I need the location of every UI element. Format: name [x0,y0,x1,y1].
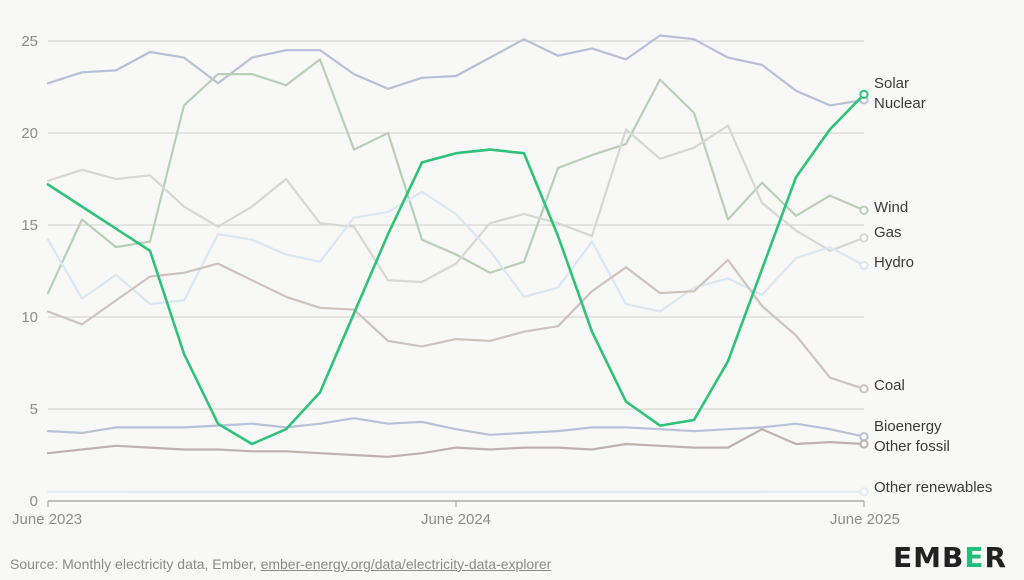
solar-label: Solar [874,75,909,92]
gas-line [46,124,866,284]
wind-line [46,58,866,295]
other-renewables-label: Other renewables [874,479,992,496]
wind-end-marker [859,205,869,215]
y-tick-label: 5 [30,401,38,418]
y-tick-label: 10 [21,309,38,326]
source-text: Source: Monthly electricity data, Ember, [10,556,261,572]
bioenergy-line [46,417,866,438]
y-axis-ticks: 0 5 10 15 20 25 [21,33,38,510]
x-tick-label: June 2024 [421,511,491,528]
solar-end-marker [859,89,869,99]
y-tick-label: 15 [21,217,38,234]
hydro-label: Hydro [874,254,914,271]
y-tick-label: 25 [21,33,38,50]
x-tick-label: June 2023 [12,511,82,528]
series-lines [46,34,869,497]
gridlines [48,40,864,502]
gas-end-marker [859,233,869,243]
ember-logo: EMBER [893,541,1008,574]
x-axis-ticks: June 2023 June 2024 June 2025 [12,501,900,528]
other-fossil-end-marker [859,439,869,449]
other-renewables-end-marker [859,487,869,497]
coal-end-marker [859,384,869,394]
solar-line [46,93,866,446]
nuclear-label: Nuclear [874,95,926,112]
source-link[interactable]: ember-energy.org/data/electricity-data-e… [260,556,552,572]
hydro-end-marker [859,260,869,271]
hydro-line [46,190,866,313]
bioenergy-label: Bioenergy [874,418,942,435]
y-tick-label: 20 [21,125,38,142]
line-chart: 0 5 10 15 20 25 June 2023 June 2024 June 2025 N… [12,33,992,528]
bioenergy-end-marker [859,432,869,442]
coal-label: Coal [874,377,905,394]
other-fossil-label: Other fossil [874,438,950,455]
gas-label: Gas [874,224,902,241]
other-fossil-line [46,428,866,458]
coal-line [46,258,866,390]
y-tick-label: 0 [30,493,38,510]
nuclear-line [46,34,866,107]
wind-label: Wind [874,199,908,216]
series-labels: Nuclear Wind Gas Hydro Coal Bioenergy Other fo… [874,75,992,496]
source-note: Source: Monthly electricity data, Ember,… [10,556,551,572]
x-tick-label: June 2025 [830,511,900,528]
